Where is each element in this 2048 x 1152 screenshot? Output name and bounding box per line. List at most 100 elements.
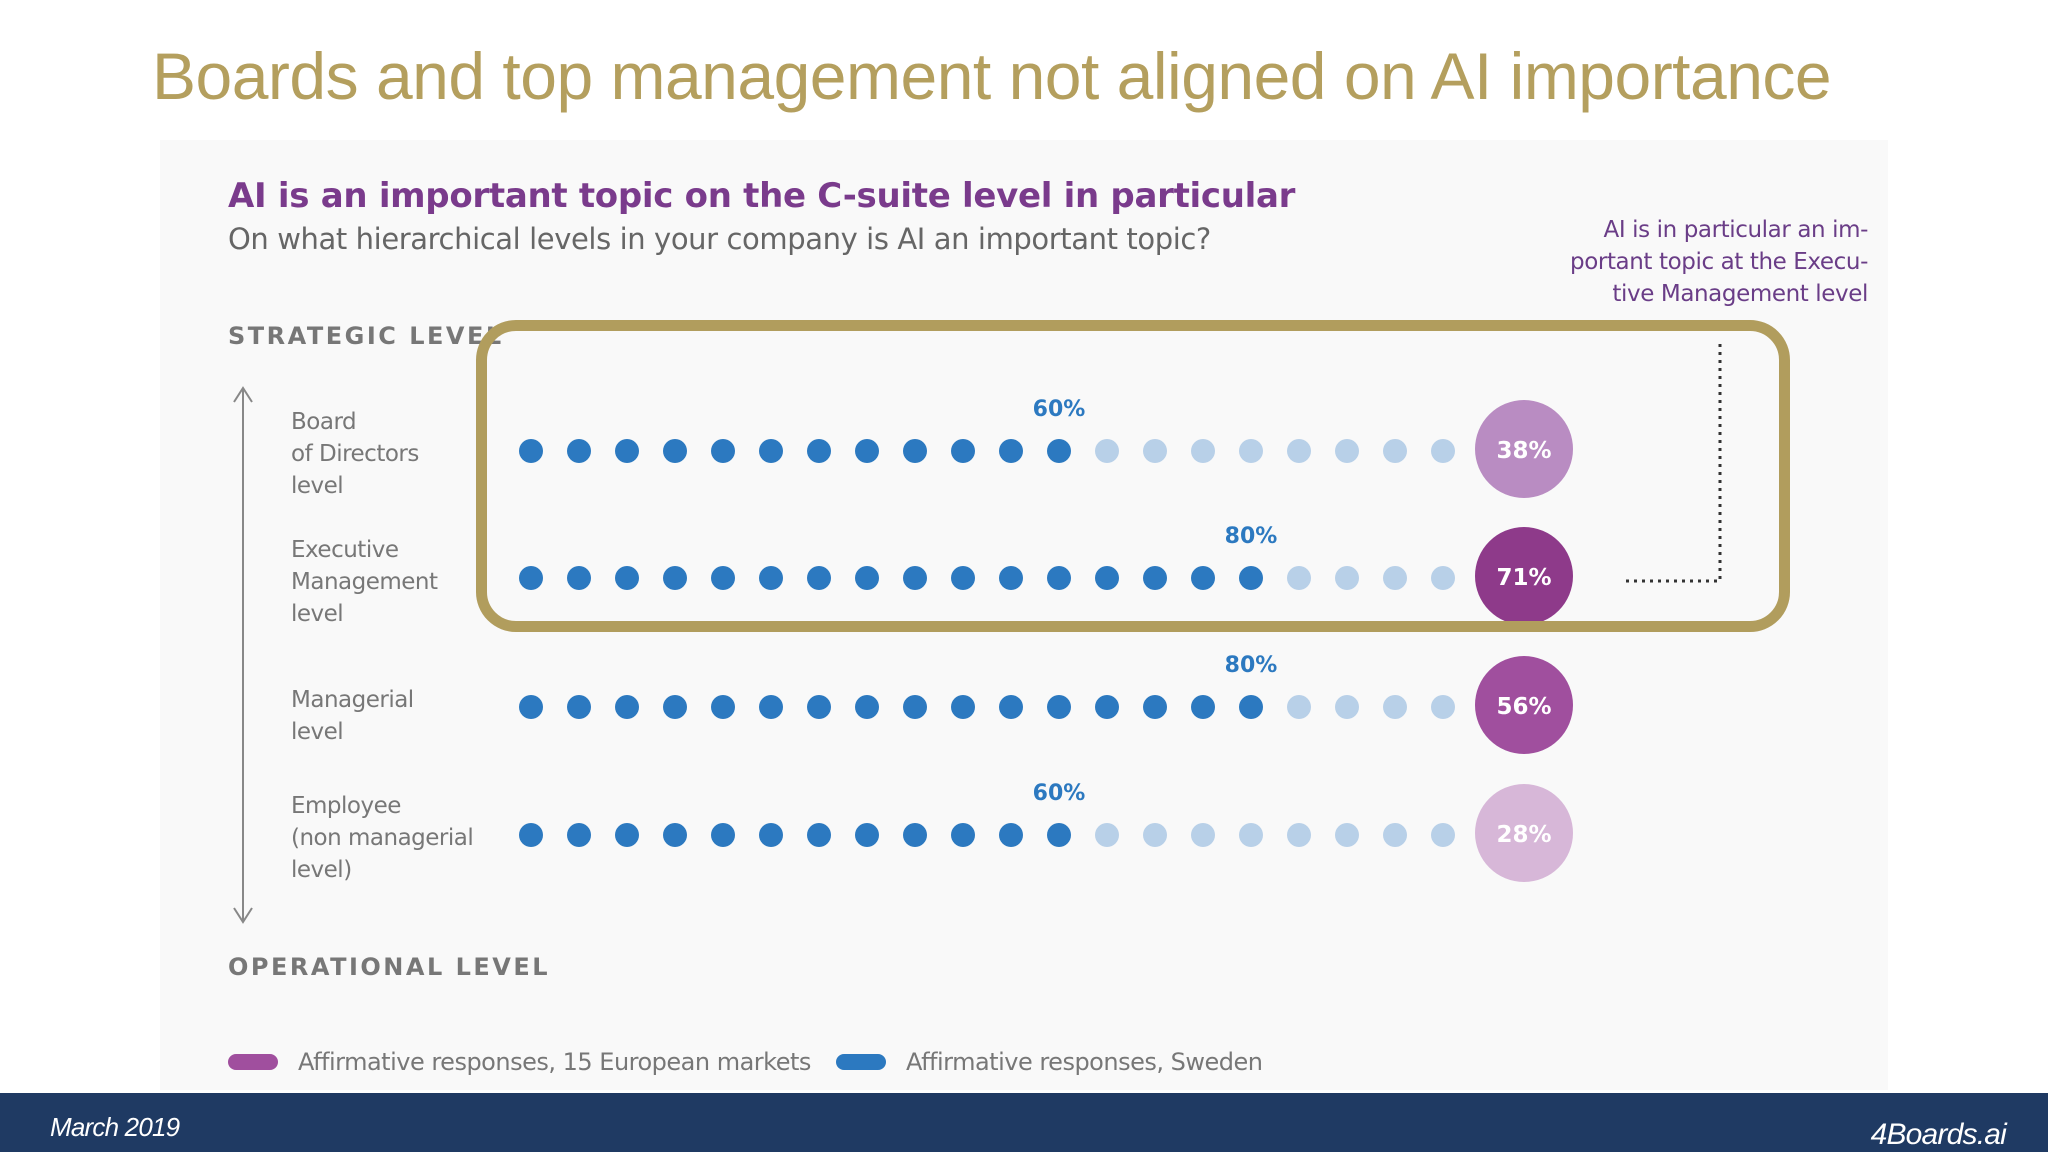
sweden-dot — [1191, 566, 1215, 590]
sweden-percent-label: 80% — [1224, 524, 1278, 549]
sweden-dot — [903, 566, 927, 590]
europe-bubble — [1475, 400, 1573, 498]
sweden-dot — [855, 566, 879, 590]
europe-percent-label: 56% — [1496, 694, 1551, 720]
sweden-dot — [1383, 695, 1407, 719]
sweden-dot — [1287, 695, 1311, 719]
axis-up-arrow-icon — [233, 386, 253, 403]
sweden-dot — [903, 439, 927, 463]
sweden-dot — [1383, 823, 1407, 847]
sweden-dot — [1143, 439, 1167, 463]
sweden-dot — [1431, 566, 1455, 590]
row-label-board: Board of Directors level — [291, 409, 419, 499]
sweden-dot — [519, 823, 543, 847]
sweden-dot — [615, 695, 639, 719]
sweden-dot — [519, 695, 543, 719]
sweden-dot — [615, 566, 639, 590]
sweden-dot — [903, 823, 927, 847]
sweden-dot — [1095, 695, 1119, 719]
highlight-box — [476, 320, 1790, 632]
row-label-managerial: Managerial level — [291, 687, 414, 745]
sweden-dot — [903, 695, 927, 719]
sweden-dot — [1143, 695, 1167, 719]
sweden-dot — [1095, 566, 1119, 590]
sweden-dot — [999, 566, 1023, 590]
sweden-dot — [1143, 566, 1167, 590]
sweden-dot — [711, 823, 735, 847]
sweden-dot — [1239, 439, 1263, 463]
row-label-employee: Employee (non managerial level) — [291, 793, 474, 883]
sweden-dot — [1335, 439, 1359, 463]
row-label-executive: Executive Management level — [291, 537, 438, 627]
legend-label-sweden: Affirmative responses, Sweden — [906, 1048, 1263, 1076]
sweden-dot — [951, 695, 975, 719]
sweden-dot — [855, 695, 879, 719]
sweden-dot — [1191, 823, 1215, 847]
sweden-dot — [1095, 823, 1119, 847]
sweden-dot — [855, 439, 879, 463]
sweden-percent-label: 60% — [1032, 781, 1086, 806]
sweden-dot — [1383, 566, 1407, 590]
sweden-dot — [663, 439, 687, 463]
legend-swatch-sweden — [836, 1054, 886, 1070]
sweden-dot — [759, 823, 783, 847]
sweden-dot — [951, 439, 975, 463]
sweden-dot — [807, 823, 831, 847]
axis-down-arrow-icon — [233, 907, 253, 924]
footer-bar — [0, 1093, 2048, 1152]
sweden-dot — [1383, 439, 1407, 463]
legend-item-sweden: Affirmative responses, Sweden — [836, 1046, 1263, 1078]
sweden-dot — [1095, 439, 1119, 463]
footer-date: March 2019 — [50, 1112, 180, 1142]
sweden-dot — [1239, 566, 1263, 590]
sweden-dot — [999, 823, 1023, 847]
sweden-dot — [567, 695, 591, 719]
sweden-dot — [1047, 439, 1071, 463]
sweden-dot — [1335, 823, 1359, 847]
sweden-dot — [711, 566, 735, 590]
sweden-dot — [711, 439, 735, 463]
chart-panel — [160, 140, 1888, 1090]
sweden-dot — [1047, 695, 1071, 719]
sweden-dot — [615, 439, 639, 463]
sweden-dot — [1431, 439, 1455, 463]
sweden-dot — [807, 439, 831, 463]
annotation-line: AI is in particular an im- — [1603, 217, 1869, 243]
sweden-percent-label: 80% — [1224, 653, 1278, 678]
sweden-dot — [999, 439, 1023, 463]
sweden-dot — [567, 823, 591, 847]
sweden-dot — [1143, 823, 1167, 847]
sweden-dot — [855, 823, 879, 847]
chart-title: AI is an important topic on the C-suite … — [228, 176, 1296, 216]
sweden-dot — [1047, 823, 1071, 847]
sweden-dot — [1191, 439, 1215, 463]
sweden-dot — [615, 823, 639, 847]
slide-title: Boards and top management not aligned on… — [152, 39, 1832, 113]
legend-item-europe: Affirmative responses, 15 European marke… — [228, 1046, 811, 1078]
sweden-dot — [1335, 695, 1359, 719]
sweden-dot — [1287, 439, 1311, 463]
sweden-dot — [951, 566, 975, 590]
sweden-dot — [1287, 566, 1311, 590]
europe-percent-label: 28% — [1496, 822, 1551, 848]
sweden-dot — [519, 566, 543, 590]
axis-top-label: STRATEGIC LEVEL — [228, 322, 504, 350]
sweden-dot — [663, 823, 687, 847]
sweden-dot — [759, 439, 783, 463]
legend-label-europe: Affirmative responses, 15 European marke… — [298, 1048, 811, 1076]
sweden-dot — [1239, 823, 1263, 847]
sweden-dot — [1287, 823, 1311, 847]
sweden-dot — [1191, 695, 1215, 719]
chart-subtitle: On what hierarchical levels in your comp… — [228, 222, 1211, 256]
annotation-note: AI is in particular an im-portant topic … — [1508, 214, 1868, 310]
sweden-dot — [807, 566, 831, 590]
sweden-dot — [1431, 823, 1455, 847]
europe-bubble — [1475, 527, 1573, 625]
annotation-line: tive Management level — [1612, 281, 1868, 307]
sweden-dot — [759, 566, 783, 590]
sweden-dot — [1047, 566, 1071, 590]
legend-swatch-europe — [228, 1054, 278, 1070]
sweden-dot — [567, 439, 591, 463]
sweden-dot — [519, 439, 543, 463]
